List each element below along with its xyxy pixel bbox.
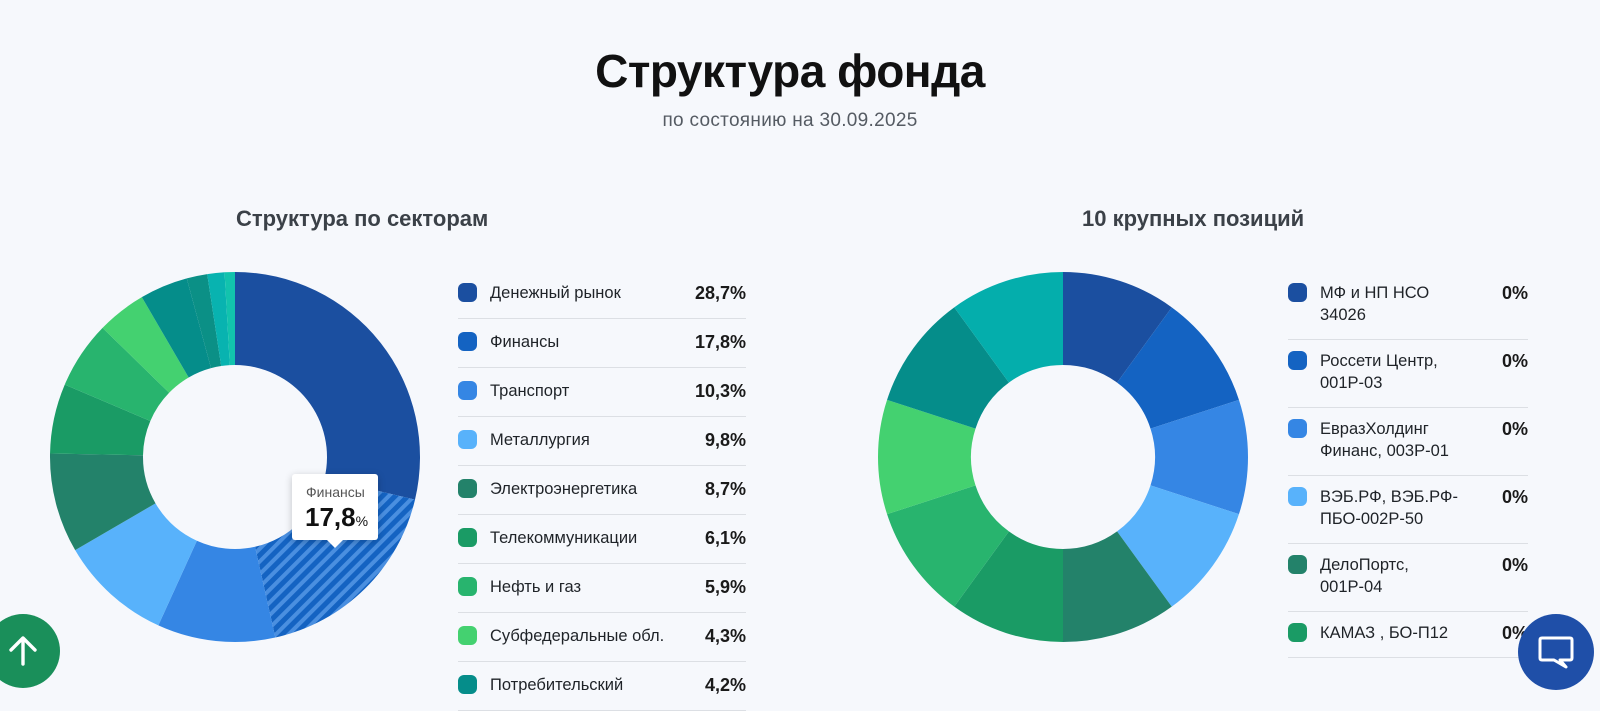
donut-slice[interactable]	[887, 307, 1009, 429]
donut-slice[interactable]	[64, 327, 170, 421]
sector-legend-item[interactable]: Денежный рынок 28,7%	[458, 270, 746, 319]
legend-value: 0%	[1501, 351, 1528, 371]
donut-slice[interactable]	[158, 540, 276, 642]
donut-slice[interactable]	[1063, 272, 1172, 383]
chat-button[interactable]	[1518, 614, 1594, 690]
sectors-section-title: Структура по секторам	[236, 206, 489, 231]
legend-value: 5,9%	[704, 577, 746, 597]
legend-swatch	[1288, 487, 1307, 506]
top10-legend: МФ и НП НСО 34026 0% Россети Центр, 001Р-0…	[1288, 272, 1528, 658]
legend-swatch	[1288, 623, 1307, 642]
legend-label: МФ и НП НСО 34026	[1320, 284, 1430, 324]
position-legend-item[interactable]: МФ и НП НСО 34026 0%	[1288, 272, 1528, 340]
position-legend-item[interactable]: ВЭБ.РФ, ВЭБ.РФ-ПБО-002Р-50 0%	[1288, 476, 1528, 544]
legend-swatch	[458, 626, 477, 645]
sector-legend-item[interactable]: Субфедеральные обл. 4,3%	[458, 613, 746, 662]
top10-section-title: 10 крупных позиций	[1082, 206, 1305, 231]
donut-slice[interactable]	[75, 503, 197, 626]
position-legend-item[interactable]: ДелоПортс, 001Р-04 0%	[1288, 544, 1528, 612]
legend-label: Потребительский	[490, 676, 624, 694]
donut-slice[interactable]	[887, 485, 1009, 607]
legend-label: ЕвразХолдинг Финанс, 003Р-01	[1320, 420, 1449, 460]
legend-label: Денежный рынок	[490, 284, 621, 302]
tooltip-label: Финансы	[306, 484, 365, 500]
donut-slice[interactable]	[141, 278, 212, 378]
donut-slice[interactable]	[1117, 307, 1239, 429]
donut-slice[interactable]	[235, 272, 420, 500]
legend-value: 4,2%	[704, 675, 746, 695]
donut-slice[interactable]	[50, 453, 156, 551]
legend-swatch	[458, 283, 477, 302]
tooltip-value: 17,8%	[305, 502, 368, 533]
legend-label: Электроэнергетика	[490, 480, 638, 498]
top10-donut-chart	[878, 272, 1248, 642]
legend-swatch	[1288, 555, 1307, 574]
sector-legend-item[interactable]: Нефть и газ 5,9%	[458, 564, 746, 613]
legend-value: 17,8%	[694, 332, 746, 352]
legend-label: Россети Центр, 001Р-03	[1320, 352, 1438, 392]
scroll-to-top-button[interactable]	[0, 614, 60, 688]
donut-slice[interactable]	[954, 272, 1063, 383]
legend-swatch	[1288, 283, 1307, 302]
donut-slice[interactable]	[224, 272, 235, 366]
tooltip-unit: %	[355, 513, 369, 529]
legend-swatch	[458, 430, 477, 449]
position-legend-item[interactable]: КАМАЗ , БО-П12 0%	[1288, 612, 1528, 658]
donut-slice[interactable]	[207, 272, 230, 367]
donut-slice[interactable]	[1117, 485, 1239, 607]
legend-value: 0%	[1501, 283, 1528, 303]
legend-swatch	[1288, 351, 1307, 370]
sectors-legend: Денежный рынок 28,7% Финансы 17,8% Транспорт…	[458, 270, 746, 711]
legend-label: ВЭБ.РФ, ВЭБ.РФ-ПБО-002Р-50	[1320, 488, 1458, 528]
legend-swatch	[458, 577, 477, 596]
sector-legend-item[interactable]: Потребительский 4,2%	[458, 662, 746, 711]
legend-value: 4,3%	[704, 626, 746, 646]
donut-slice[interactable]	[102, 297, 189, 393]
donut-slice[interactable]	[186, 274, 222, 369]
page-subtitle: по состоянию на 30.09.2025	[662, 110, 918, 131]
legend-swatch	[458, 479, 477, 498]
donut-slice[interactable]	[954, 531, 1063, 642]
donut-slice[interactable]	[50, 384, 151, 456]
chart-tooltip: Финансы 17,8%	[292, 474, 378, 548]
donut-slice[interactable]	[878, 399, 976, 515]
legend-value: 8,7%	[704, 479, 746, 499]
page-title: Структура фонда	[595, 45, 985, 97]
position-legend-item[interactable]: ЕвразХолдинг Финанс, 003Р-01 0%	[1288, 408, 1528, 476]
legend-value: 0%	[1501, 419, 1528, 439]
legend-label: КАМАЗ , БО-П12	[1320, 624, 1449, 642]
position-legend-item[interactable]: Россети Центр, 001Р-03 0%	[1288, 340, 1528, 408]
legend-value: 10,3%	[694, 381, 746, 401]
legend-swatch	[458, 381, 477, 400]
chat-icon	[1538, 636, 1574, 669]
legend-label: Финансы	[490, 333, 560, 351]
legend-label: ДелоПортс, 001Р-04	[1320, 556, 1409, 596]
sector-legend-item[interactable]: Металлургия 9,8%	[458, 417, 746, 466]
legend-label: Субфедеральные обл.	[490, 627, 665, 645]
legend-value: 28,7%	[694, 283, 746, 303]
tooltip-number: 17,8	[305, 502, 356, 532]
legend-value: 0%	[1501, 555, 1528, 575]
legend-label: Телекоммуникации	[490, 529, 638, 547]
legend-swatch	[1288, 419, 1307, 438]
legend-value: 0%	[1501, 487, 1528, 507]
legend-swatch	[458, 675, 477, 694]
legend-swatch	[458, 332, 477, 351]
sector-legend-item[interactable]: Транспорт 10,3%	[458, 368, 746, 417]
sector-legend-item[interactable]: Электроэнергетика 8,7%	[458, 466, 746, 515]
sectors-donut-chart	[50, 272, 420, 642]
legend-label: Металлургия	[490, 431, 590, 449]
legend-value: 9,8%	[704, 430, 746, 450]
sector-legend-item[interactable]: Финансы 17,8%	[458, 319, 746, 368]
sector-legend-item[interactable]: Телекоммуникации 6,1%	[458, 515, 746, 564]
legend-label: Нефть и газ	[490, 578, 582, 596]
donut-slice[interactable]	[1150, 399, 1248, 515]
arrow-up-icon	[9, 636, 37, 666]
donut-slice[interactable]	[1063, 531, 1172, 642]
legend-label: Транспорт	[490, 382, 570, 400]
legend-value: 6,1%	[704, 528, 746, 548]
legend-swatch	[458, 528, 477, 547]
